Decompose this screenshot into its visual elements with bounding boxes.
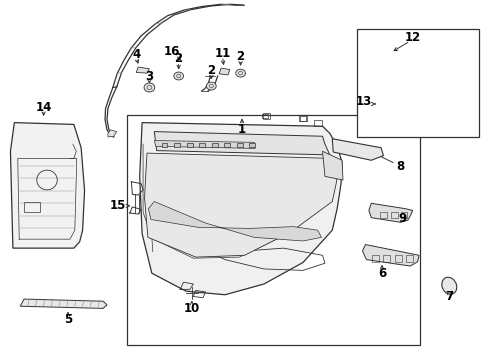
Bar bbox=[394, 255, 401, 262]
Polygon shape bbox=[140, 123, 341, 295]
Text: 2: 2 bbox=[236, 50, 244, 63]
Bar bbox=[24, 202, 40, 212]
Bar bbox=[406, 255, 412, 262]
Bar bbox=[249, 143, 255, 147]
Text: 13: 13 bbox=[355, 95, 371, 108]
Bar bbox=[211, 143, 217, 147]
Polygon shape bbox=[154, 140, 255, 148]
Bar bbox=[161, 143, 167, 147]
Polygon shape bbox=[154, 132, 329, 155]
Bar bbox=[127, 116, 419, 345]
Ellipse shape bbox=[144, 83, 155, 92]
Ellipse shape bbox=[206, 82, 216, 90]
Ellipse shape bbox=[173, 72, 183, 80]
Text: 1: 1 bbox=[238, 122, 245, 136]
Ellipse shape bbox=[441, 277, 456, 294]
Polygon shape bbox=[322, 151, 342, 180]
Bar bbox=[390, 212, 397, 218]
Bar bbox=[236, 143, 242, 147]
Text: 15: 15 bbox=[109, 199, 125, 212]
Bar bbox=[199, 143, 204, 147]
Polygon shape bbox=[136, 67, 149, 73]
Text: 3: 3 bbox=[145, 69, 153, 82]
Text: 5: 5 bbox=[64, 312, 72, 326]
Text: 10: 10 bbox=[183, 302, 200, 315]
Polygon shape bbox=[144, 153, 337, 257]
Text: 11: 11 bbox=[214, 47, 230, 60]
Polygon shape bbox=[108, 130, 117, 137]
Text: 6: 6 bbox=[377, 267, 386, 280]
Bar bbox=[400, 212, 407, 218]
Text: 9: 9 bbox=[398, 212, 407, 225]
Bar bbox=[313, 121, 321, 126]
Text: 8: 8 bbox=[396, 160, 404, 173]
Text: 2: 2 bbox=[174, 52, 183, 65]
Polygon shape bbox=[331, 139, 383, 160]
Bar bbox=[224, 143, 230, 147]
Text: 12: 12 bbox=[404, 31, 420, 44]
Ellipse shape bbox=[235, 69, 245, 77]
Text: 2: 2 bbox=[207, 64, 215, 77]
Text: 16: 16 bbox=[164, 45, 180, 58]
Polygon shape bbox=[368, 203, 412, 222]
Bar bbox=[261, 114, 267, 118]
Bar bbox=[262, 113, 270, 119]
Polygon shape bbox=[362, 54, 414, 65]
Text: 4: 4 bbox=[132, 48, 140, 61]
Bar bbox=[356, 30, 478, 137]
Bar bbox=[382, 255, 389, 262]
Polygon shape bbox=[219, 68, 229, 75]
Polygon shape bbox=[362, 244, 418, 266]
Polygon shape bbox=[20, 299, 107, 309]
Bar bbox=[379, 212, 386, 218]
Bar bbox=[186, 143, 192, 147]
Polygon shape bbox=[10, 123, 84, 248]
Text: 14: 14 bbox=[35, 101, 52, 114]
Polygon shape bbox=[374, 101, 387, 108]
Bar bbox=[371, 255, 378, 262]
Bar bbox=[299, 116, 306, 121]
Text: 7: 7 bbox=[444, 291, 452, 303]
Bar bbox=[299, 116, 305, 121]
Bar bbox=[174, 143, 180, 147]
Polygon shape bbox=[148, 202, 321, 241]
